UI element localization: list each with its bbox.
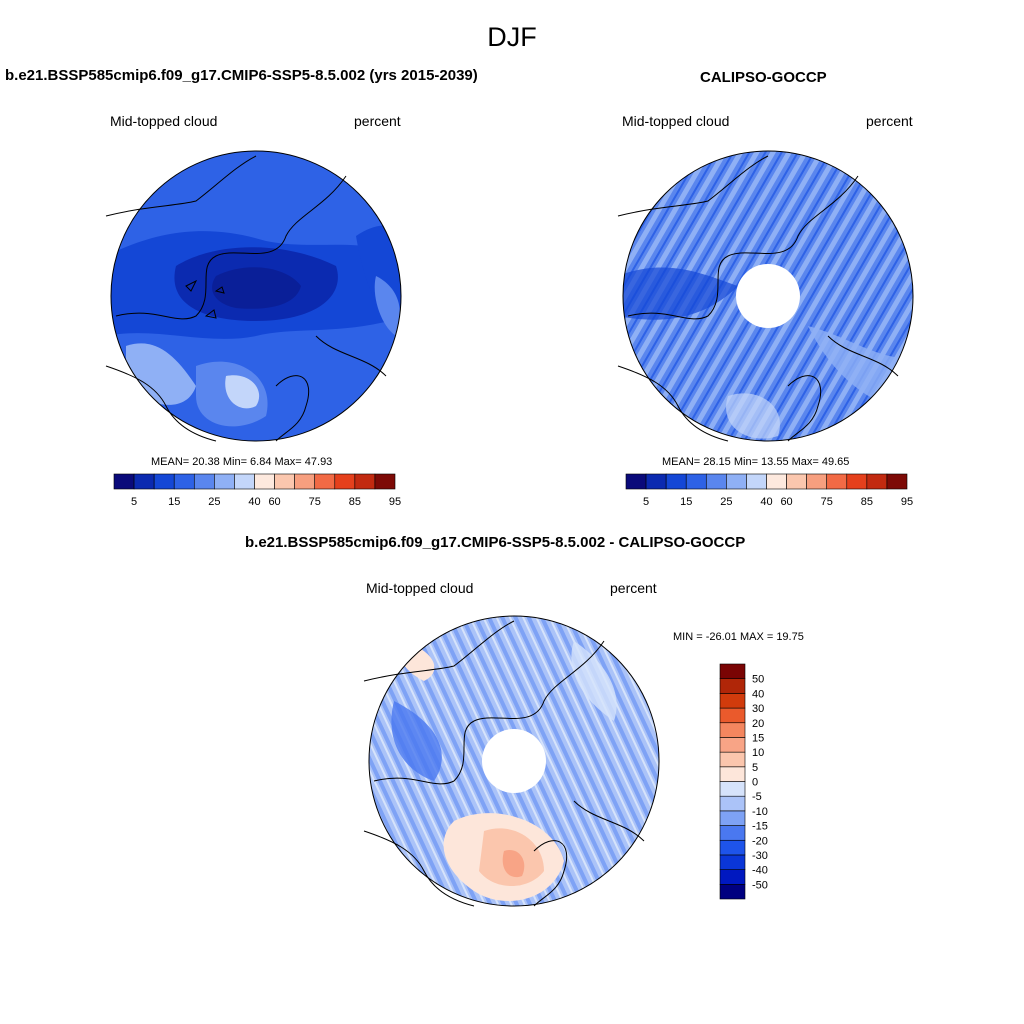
diff-colorbar-swatch (719, 869, 746, 885)
model-colorbar-tick-label: 25 (208, 496, 220, 508)
diff-colorbar-swatch (719, 693, 746, 709)
model-colorbar: 5 15 25 40 60 75 85 95 (113, 473, 401, 508)
diff-polar-map (363, 615, 660, 907)
diff-colorbar-tick-label: -15 (752, 821, 768, 833)
obs-colorbar-swatch (645, 473, 667, 490)
obs-colorbar-swatch (746, 473, 767, 490)
diff-colorbar-tick-label: -50 (752, 879, 768, 891)
model-colorbar-tick-label: 5 (131, 496, 137, 508)
model-colorbar-swatch (214, 473, 235, 490)
model-units-label: percent (354, 113, 401, 129)
model-colorbar-swatch (234, 473, 255, 490)
obs-colorbar-swatch (826, 473, 848, 490)
obs-stats: MEAN= 28.15 Min= 13.55 Max= 49.65 (662, 456, 850, 468)
diff-colorbar-tick-label: 40 (752, 688, 764, 700)
model-colorbar-swatch (153, 473, 175, 490)
model-colorbar-swatch (294, 473, 316, 490)
diff-colorbar-swatch (719, 839, 746, 856)
diff-stats: MIN = -26.01 MAX = 19.75 (673, 631, 804, 643)
model-colorbar-swatch (113, 473, 135, 490)
diff-colorbar-swatch (719, 854, 746, 870)
model-panel-title: b.e21.BSSP585cmip6.f09_g17.CMIP6-SSP5-8.… (5, 67, 478, 84)
obs-colorbar-tick-label: 15 (680, 496, 692, 508)
diff-colorbar-tick-label: 50 (752, 674, 764, 686)
diff-colorbar-swatch (719, 781, 746, 797)
diff-colorbar-tick-label: 15 (752, 732, 764, 744)
model-map-border (110, 150, 402, 442)
model-colorbar-tick-label: 85 (349, 496, 361, 508)
model-colorbar-tick-label: 95 (389, 496, 401, 508)
obs-colorbar-swatch (806, 473, 828, 490)
model-colorbar-tick-label: 75 (309, 496, 321, 508)
diff-colorbar-tick-label: 0 (752, 777, 758, 789)
obs-colorbar-swatch (766, 473, 787, 490)
diff-colorbar-tick-label: -30 (752, 850, 768, 862)
obs-variable-label: Mid-topped cloud (622, 113, 730, 129)
diff-colorbar-tick-label: -20 (752, 835, 768, 847)
obs-colorbar-swatch (846, 473, 868, 490)
diff-panel-title: b.e21.BSSP585cmip6.f09_g17.CMIP6-SSP5-8.… (245, 534, 746, 551)
diff-colorbar-tick-label: -5 (752, 791, 762, 803)
diff-colorbar-swatch (719, 737, 746, 753)
obs-colorbar-swatch (886, 473, 908, 490)
diff-colorbar-swatch (719, 678, 746, 694)
model-colorbar-tick-label: 15 (168, 496, 180, 508)
obs-colorbar-swatch (665, 473, 687, 490)
obs-colorbar-tick-label: 75 (821, 496, 833, 508)
diff-colorbar-tick-label: 20 (752, 718, 764, 730)
obs-colorbar-tick-label: 40 (760, 496, 772, 508)
diff-colorbar-tick-label: -10 (752, 806, 768, 818)
model-colorbar-swatch (274, 473, 295, 490)
model-stats: MEAN= 20.38 Min= 6.84 Max= 47.93 (151, 456, 333, 468)
obs-colorbar-tick-label: 85 (861, 496, 873, 508)
model-polar-map (105, 150, 402, 442)
obs-units-label: percent (866, 113, 913, 129)
diff-colorbar-tick-label: 5 (752, 762, 758, 774)
diff-colorbar-swatch (719, 825, 746, 841)
diff-variable-label: Mid-topped cloud (366, 580, 474, 596)
diff-colorbar-tick-label: 30 (752, 703, 764, 715)
model-colorbar-tick-label: 40 (248, 496, 260, 508)
obs-colorbar-tick-label: 25 (720, 496, 732, 508)
diff-colorbar-tick-label: -40 (752, 865, 768, 877)
diff-colorbar-swatch (719, 707, 746, 724)
diff-colorbar-swatch (719, 810, 746, 826)
season-title: DJF (487, 22, 537, 52)
diff-colorbar-swatch (719, 795, 746, 812)
diff-colorbar-swatch (719, 884, 746, 900)
obs-polar-map (617, 150, 914, 442)
obs-colorbar-swatch (625, 473, 647, 490)
diff-colorbar-swatch (719, 751, 746, 768)
model-colorbar-swatch (354, 473, 376, 490)
obs-colorbar-tick-label: 60 (780, 496, 792, 508)
obs-colorbar-swatch (705, 473, 727, 490)
diff-map-border (368, 615, 660, 907)
model-colorbar-swatch (334, 473, 356, 490)
model-colorbar-swatch (374, 473, 396, 490)
obs-colorbar-swatch (726, 473, 747, 490)
obs-colorbar-swatch (786, 473, 807, 490)
model-colorbar-tick-label: 60 (268, 496, 280, 508)
diff-colorbar-swatch (719, 722, 746, 738)
model-colorbar-swatch (173, 473, 195, 490)
diff-colorbar-swatch (719, 766, 746, 782)
obs-colorbar-tick-label: 95 (901, 496, 913, 508)
obs-colorbar-swatch (685, 473, 707, 490)
obs-panel-title: CALIPSO-GOCCP (700, 69, 827, 86)
model-variable-label: Mid-topped cloud (110, 113, 218, 129)
obs-colorbar: 5 15 25 40 60 75 85 95 (625, 473, 913, 508)
diff-colorbar-tick-label: 10 (752, 747, 764, 759)
model-colorbar-swatch (133, 473, 155, 490)
obs-colorbar-swatch (866, 473, 888, 490)
model-colorbar-swatch (254, 473, 275, 490)
diff-colorbar-swatch (719, 663, 746, 679)
model-colorbar-swatch (314, 473, 336, 490)
model-colorbar-swatch (193, 473, 215, 490)
diff-units-label: percent (610, 580, 657, 596)
obs-colorbar-tick-label: 5 (643, 496, 649, 508)
obs-map-border (622, 150, 914, 442)
